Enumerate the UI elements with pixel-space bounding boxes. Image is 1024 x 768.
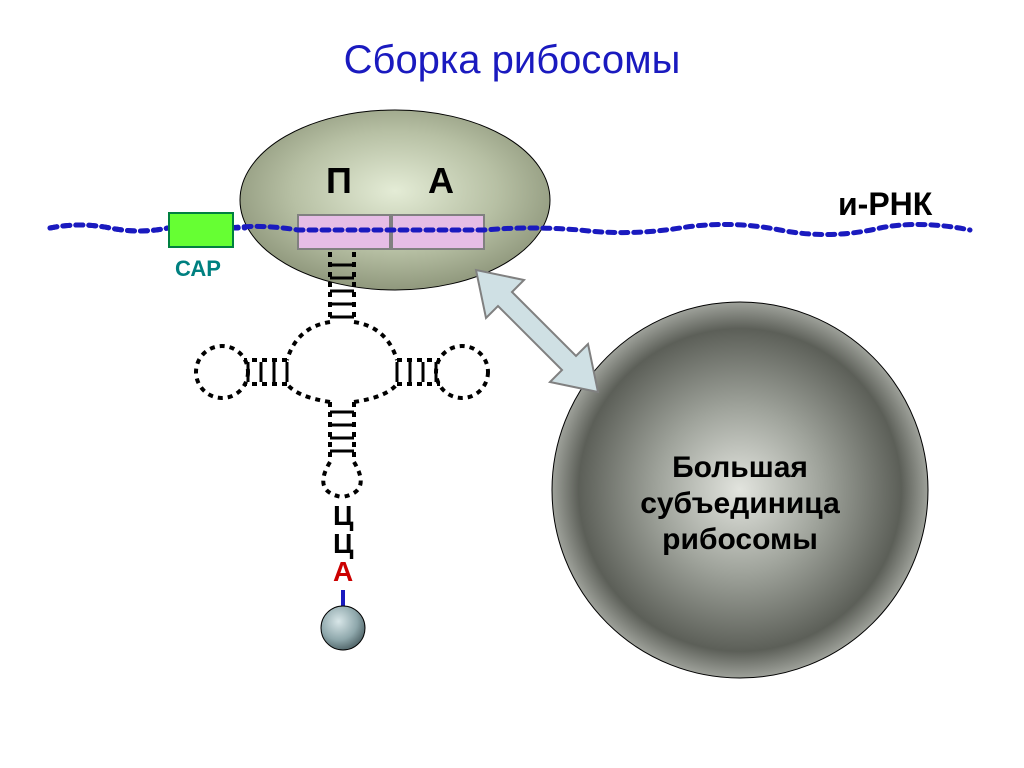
arrow-clean xyxy=(0,0,1024,768)
